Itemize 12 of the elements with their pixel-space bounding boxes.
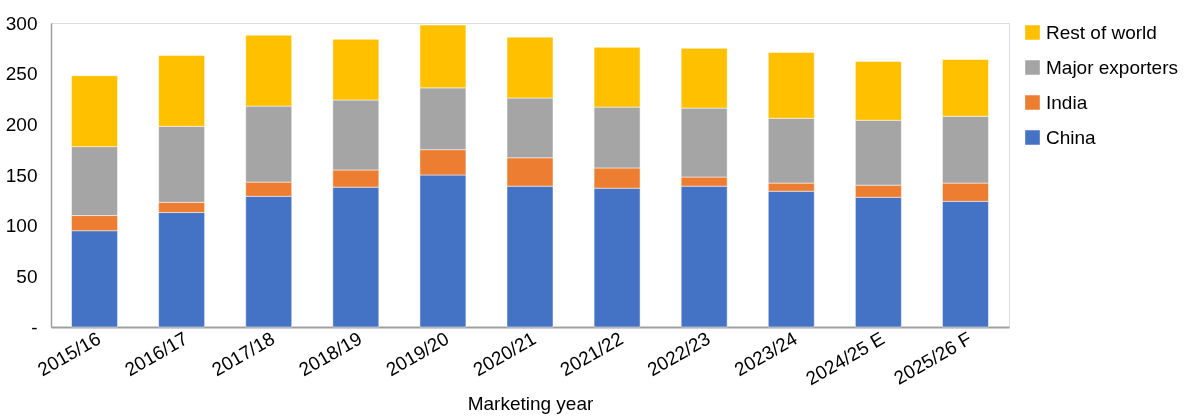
y-tick-label: 150	[5, 164, 38, 186]
y-tick-label: 300	[5, 12, 38, 34]
legend-label: China	[1046, 126, 1097, 148]
y-tick-label: 100	[5, 215, 38, 237]
x-axis-title: Marketing year	[467, 393, 594, 415]
legend-label: India	[1046, 91, 1088, 113]
y-tick-label: -	[31, 316, 38, 338]
legend-label: Rest of world	[1046, 21, 1157, 43]
legend-label: Major exporters	[1046, 56, 1178, 78]
y-tick-label: 200	[5, 113, 38, 135]
y-tick-label: 50	[16, 265, 38, 287]
y-tick-label: 250	[5, 63, 38, 85]
